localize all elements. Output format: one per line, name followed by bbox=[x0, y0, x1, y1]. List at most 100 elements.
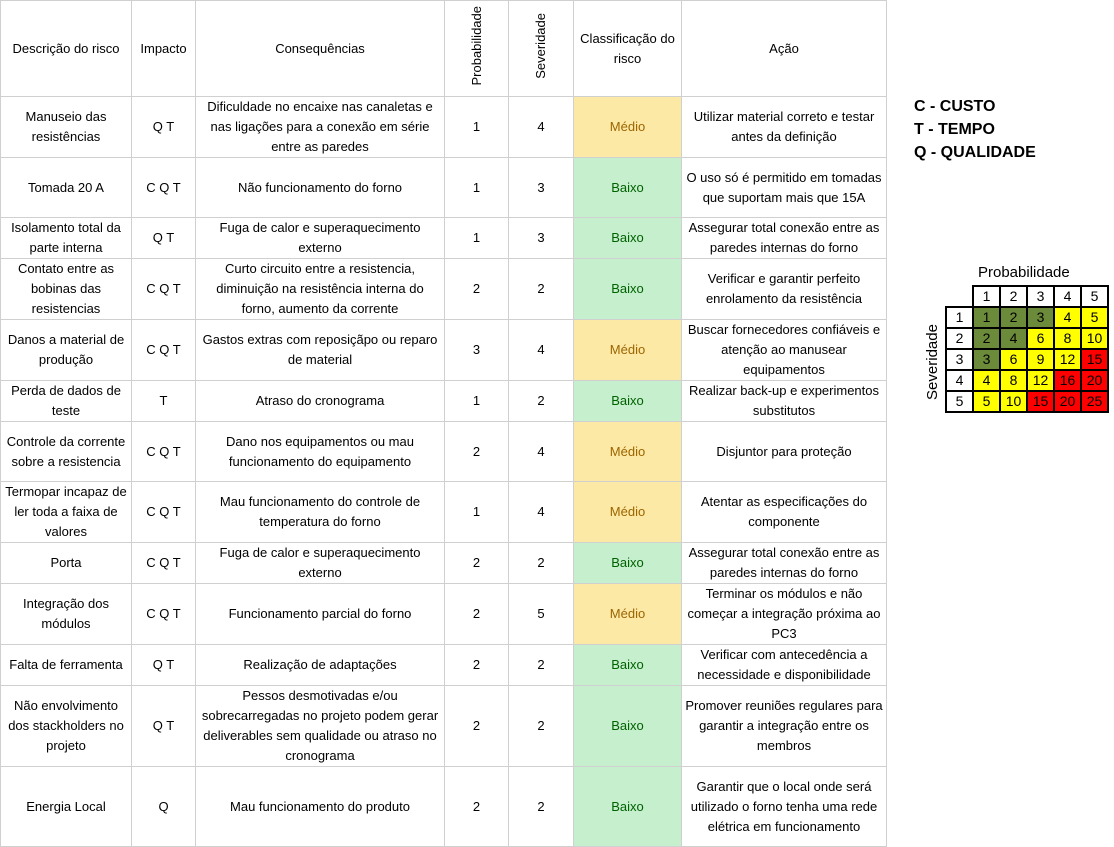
cell-descricao: Contato entre as bobinas das resistencia… bbox=[0, 258, 132, 320]
cell-severidade: 2 bbox=[508, 766, 574, 847]
matrix-cell: 2 bbox=[999, 306, 1028, 329]
cell-descricao: Controle da corrente sobre a resistencia bbox=[0, 421, 132, 482]
risk-row: Isolamento total da parte interna Q T Fuga… bbox=[0, 217, 887, 259]
matrix-cell: 16 bbox=[1053, 369, 1082, 392]
cell-acao: Verificar com antecedência a necessidade… bbox=[681, 644, 887, 686]
matrix-cell: 25 bbox=[1080, 390, 1109, 413]
cell-impacto: C Q T bbox=[131, 157, 196, 218]
cell-descricao: Manuseio das resistências bbox=[0, 96, 132, 158]
header-descricao: Descrição do risco bbox=[0, 0, 132, 97]
risk-row: Não envolvimento dos stackholders no pro… bbox=[0, 685, 887, 767]
matrix-cell: 4 bbox=[1053, 306, 1082, 329]
cell-consequencias: Atraso do cronograma bbox=[195, 380, 445, 422]
cell-severidade: 2 bbox=[508, 542, 574, 584]
cell-acao: Verificar e garantir perfeito enrolament… bbox=[681, 258, 887, 320]
cell-descricao: Não envolvimento dos stackholders no pro… bbox=[0, 685, 132, 767]
cell-classificacao: Baixo bbox=[573, 380, 682, 422]
matrix-title-label: Probabilidade bbox=[978, 264, 1070, 281]
cell-classificacao: Baixo bbox=[573, 644, 682, 686]
cell-acao: Realizar back-up e experimentos substitu… bbox=[681, 380, 887, 422]
risk-row: Controle da corrente sobre a resistencia… bbox=[0, 421, 887, 482]
risk-row: Energia Local Q Mau funcionamento do produ… bbox=[0, 766, 887, 847]
cell-classificacao: Baixo bbox=[573, 217, 682, 259]
risk-row: Perda de dados de teste T Atraso do cronog… bbox=[0, 380, 887, 422]
cell-consequencias: Realização de adaptações bbox=[195, 644, 445, 686]
cell-consequencias: Funcionamento parcial do forno bbox=[195, 583, 445, 645]
header-row: Descrição do risco Impacto Consequências… bbox=[0, 0, 887, 97]
cell-classificacao: Médio bbox=[573, 481, 682, 543]
header-severidade-label: Severidade bbox=[533, 12, 548, 79]
cell-impacto: C Q T bbox=[131, 481, 196, 543]
cell-acao: Assegurar total conexão entre as paredes… bbox=[681, 542, 887, 584]
header-acao: Ação bbox=[681, 0, 887, 97]
matrix-cell: 8 bbox=[999, 369, 1028, 392]
risk-row: Contato entre as bobinas das resistencia… bbox=[0, 258, 887, 320]
matrix-cell: 5 bbox=[972, 390, 1001, 413]
matrix-cell: 3 bbox=[1026, 306, 1055, 329]
cell-impacto: Q T bbox=[131, 217, 196, 259]
matrix-title: Probabilidade bbox=[978, 263, 1108, 283]
cell-severidade: 2 bbox=[508, 380, 574, 422]
cell-probabilidade: 2 bbox=[444, 542, 509, 584]
cell-classificacao: Baixo bbox=[573, 542, 682, 584]
header-severidade: Severidade bbox=[508, 0, 574, 97]
risk-row: Integração dos módulos C Q T Funcionamento… bbox=[0, 583, 887, 645]
cell-acao: O uso só é permitido em tomadas que supo… bbox=[681, 157, 887, 218]
risk-body: Manuseio das resistências Q T Dificuldade … bbox=[0, 96, 887, 847]
matrix-row-header: 5 bbox=[945, 390, 974, 413]
matrix-cell: 6 bbox=[1026, 327, 1055, 350]
risk-row: Danos a material de produção C Q T Gastos … bbox=[0, 319, 887, 381]
cell-probabilidade: 2 bbox=[444, 685, 509, 767]
cell-severidade: 4 bbox=[508, 481, 574, 543]
cell-descricao: Tomada 20 A bbox=[0, 157, 132, 218]
cell-consequencias: Curto circuito entre a resistencia, dimi… bbox=[195, 258, 445, 320]
cell-impacto: Q T bbox=[131, 685, 196, 767]
cell-descricao: Isolamento total da parte interna bbox=[0, 217, 132, 259]
cell-descricao: Danos a material de produção bbox=[0, 319, 132, 381]
matrix-cell: 12 bbox=[1053, 348, 1082, 371]
cell-classificacao: Médio bbox=[573, 421, 682, 482]
cell-consequencias: Não funcionamento do forno bbox=[195, 157, 445, 218]
cell-probabilidade: 2 bbox=[444, 421, 509, 482]
cell-impacto: Q T bbox=[131, 644, 196, 686]
cell-consequencias: Fuga de calor e superaquecimento externo bbox=[195, 217, 445, 259]
cell-probabilidade: 2 bbox=[444, 258, 509, 320]
cell-acao: Buscar fornecedores confiáveis e atenção… bbox=[681, 319, 887, 381]
matrix-col-header: 1 bbox=[972, 285, 1001, 308]
cell-probabilidade: 1 bbox=[444, 96, 509, 158]
cell-probabilidade: 2 bbox=[444, 583, 509, 645]
matrix-cell: 15 bbox=[1026, 390, 1055, 413]
header-impacto: Impacto bbox=[131, 0, 196, 97]
matrix-corner bbox=[946, 286, 973, 307]
risk-matrix: 1 2 3 4 5 1 1 2 3 4 5 2 2 4 6 8 10 3 3 6 9 12 15 4 4 8 12 16 20 5 5 10 1… bbox=[945, 285, 1109, 413]
header-probabilidade: Probabilidade bbox=[444, 0, 509, 97]
cell-acao: Terminar os módulos e não começar a inte… bbox=[681, 583, 887, 645]
cell-impacto: C Q T bbox=[131, 319, 196, 381]
cell-descricao: Energia Local bbox=[0, 766, 132, 847]
matrix-cell: 15 bbox=[1080, 348, 1109, 371]
cell-impacto: C Q T bbox=[131, 542, 196, 584]
cell-classificacao: Médio bbox=[573, 96, 682, 158]
cell-impacto: Q T bbox=[131, 96, 196, 158]
matrix-row-header: 3 bbox=[945, 348, 974, 371]
matrix-row-header: 4 bbox=[945, 369, 974, 392]
cell-severidade: 2 bbox=[508, 644, 574, 686]
matrix-cell: 5 bbox=[1080, 306, 1109, 329]
cell-consequencias: Dificuldade no encaixe nas canaletas e n… bbox=[195, 96, 445, 158]
cell-consequencias: Gastos extras com reposiçãpo ou reparo d… bbox=[195, 319, 445, 381]
cell-severidade: 3 bbox=[508, 157, 574, 218]
matrix-cell: 9 bbox=[1026, 348, 1055, 371]
matrix-row-header: 2 bbox=[945, 327, 974, 350]
cell-severidade: 4 bbox=[508, 421, 574, 482]
cell-severidade: 3 bbox=[508, 217, 574, 259]
cell-impacto: C Q T bbox=[131, 583, 196, 645]
cell-consequencias: Dano nos equipamentos ou mau funcionamen… bbox=[195, 421, 445, 482]
matrix-cell: 1 bbox=[972, 306, 1001, 329]
matrix-col-header: 4 bbox=[1053, 285, 1082, 308]
header-classificacao: Classificação do risco bbox=[573, 0, 682, 97]
cell-descricao: Falta de ferramenta bbox=[0, 644, 132, 686]
risk-row: Falta de ferramenta Q T Realização de adap… bbox=[0, 644, 887, 686]
cell-acao: Promover reuniões regulares para garanti… bbox=[681, 685, 887, 767]
cell-probabilidade: 1 bbox=[444, 380, 509, 422]
